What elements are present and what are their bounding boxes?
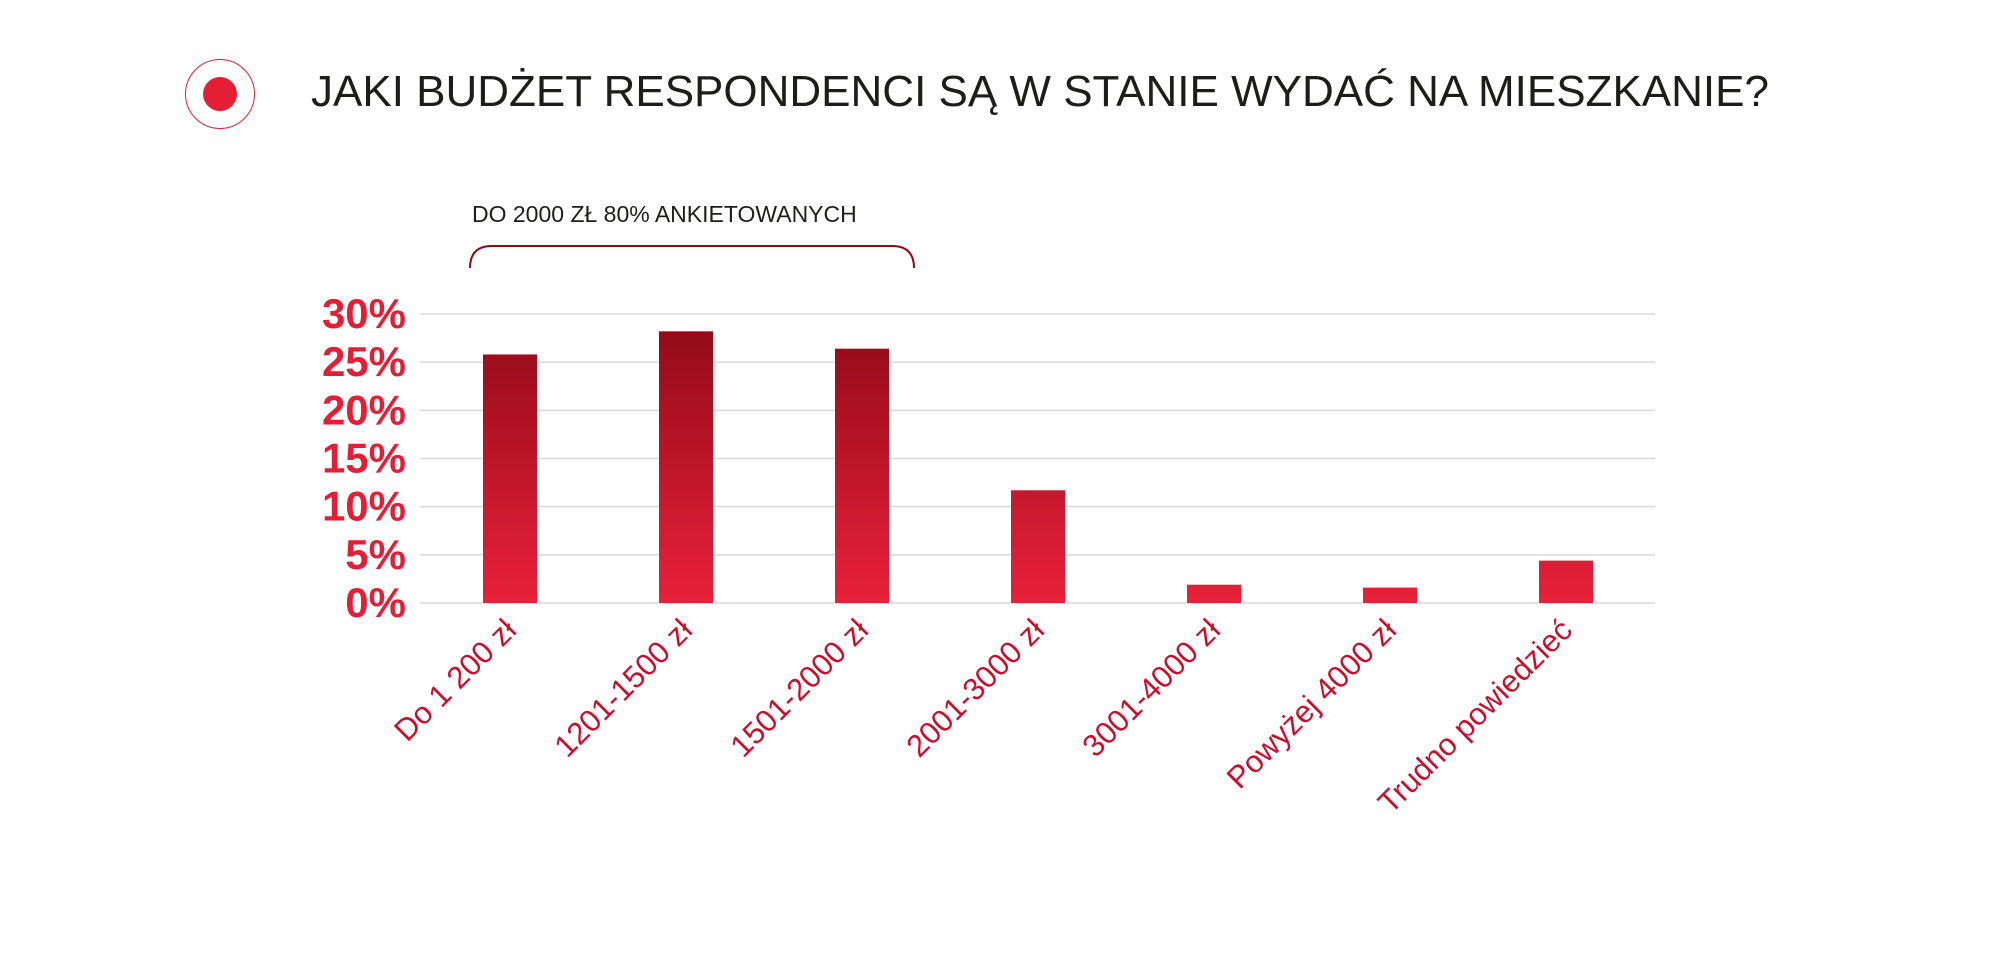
x-tick-label: 1201-1500 zł [547,612,699,764]
bar [1363,587,1417,603]
title-bullet-icon [185,59,255,129]
annotation-group: DO 2000 ZŁ 80% ANKIETOWANYCH [469,201,915,269]
title-bullet-dot [203,77,237,111]
bar [659,331,713,603]
bar [1539,560,1593,603]
bar [483,354,537,603]
annotation-label: DO 2000 ZŁ 80% ANKIETOWANYCH [472,201,857,227]
bar [1011,490,1065,603]
y-tick-label: 25% [322,338,406,385]
y-tick-label: 15% [322,435,406,482]
page-title: JAKI BUDŻET RESPONDENCI SĄ W STANIE WYDA… [311,67,1769,116]
y-axis-tick-labels: 0%5%10%15%20%25%30% [322,290,406,626]
x-tick-label: 1501-2000 zł [723,612,875,764]
x-tick-label: Powyżej 4000 zł [1220,612,1403,795]
y-tick-label: 30% [322,290,406,337]
y-tick-label: 5% [345,531,406,578]
bar [835,348,889,603]
x-axis-tick-labels: Do 1 200 zł 1201-1500 zł 1501-2000 zł 2001-… [387,612,1579,820]
annotation-bracket [469,245,915,269]
x-tick-label: 3001-4000 zł [1075,612,1227,764]
bars [483,331,1593,603]
y-tick-label: 0% [345,579,406,626]
bar [1187,584,1241,603]
x-tick-label: Trudno powiedzieć [1371,612,1579,820]
y-tick-label: 20% [322,386,406,433]
x-tick-label: 2001-3000 zł [899,612,1051,764]
y-tick-label: 10% [322,483,406,530]
x-tick-label: Do 1 200 zł [387,612,523,748]
